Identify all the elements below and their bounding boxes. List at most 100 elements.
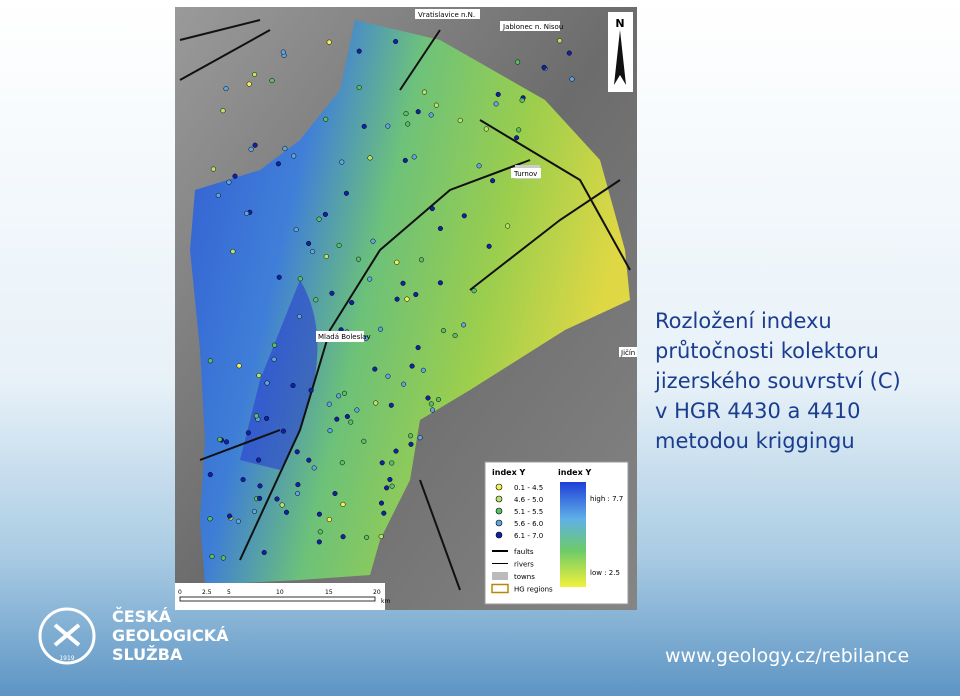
sample-point <box>476 163 482 169</box>
sample-point <box>264 415 270 421</box>
sample-point <box>274 496 280 502</box>
sample-point <box>493 101 499 107</box>
sample-point <box>339 159 345 165</box>
label-box <box>415 9 480 19</box>
place-label: Jablonec n. Nisou <box>502 23 563 31</box>
logo-hammers <box>53 623 81 647</box>
logo-line: SLUŽBA <box>112 645 183 664</box>
sample-point <box>457 117 463 123</box>
map: N Vratislavice n.N. Jablonec n. Nisou Tu… <box>175 7 637 610</box>
sample-point <box>334 416 340 422</box>
label-box <box>500 21 560 31</box>
sample-point <box>385 123 391 129</box>
sample-point <box>279 502 285 508</box>
sample-point <box>372 366 378 372</box>
place-label: Turnov <box>513 170 537 178</box>
legend-title: index Y <box>492 468 526 477</box>
legend-label: rivers <box>514 561 534 569</box>
sample-point <box>341 390 348 396</box>
sample-point <box>316 539 322 545</box>
sample-point <box>519 97 525 103</box>
sample-point <box>257 483 263 489</box>
sample-point <box>257 495 263 501</box>
sample-point <box>282 146 288 152</box>
sample-point <box>226 179 232 185</box>
sample-point <box>343 190 349 196</box>
sample-point <box>461 213 467 219</box>
sample-point <box>248 146 254 152</box>
legend-dot <box>495 483 503 491</box>
scale-label: 0 <box>178 589 182 596</box>
sample-point <box>264 380 270 386</box>
sample-point <box>332 490 338 497</box>
sample-point <box>408 441 414 447</box>
sample-point <box>275 161 281 167</box>
sample-point <box>316 511 322 517</box>
scale-label: 2.5 <box>202 589 212 596</box>
sample-point <box>385 373 391 379</box>
place-label: Vratislavice n.N. <box>418 11 475 19</box>
sample-point <box>356 84 362 91</box>
sample-point <box>373 400 379 406</box>
sample-point <box>566 50 572 56</box>
sample-point <box>401 381 407 387</box>
sample-point <box>569 76 575 82</box>
sample-point <box>415 345 421 351</box>
legend-swatch <box>491 583 509 594</box>
faults <box>179 19 631 591</box>
sample-point <box>437 280 443 286</box>
sample-point <box>407 433 414 439</box>
sample-point <box>433 102 439 108</box>
sample-point <box>207 472 213 478</box>
sample-point <box>339 460 345 466</box>
sample-point <box>452 332 458 339</box>
north-label: N <box>615 17 624 30</box>
sample-point <box>217 436 223 442</box>
sample-point <box>405 121 411 127</box>
sample-point <box>291 153 297 159</box>
legend-dot <box>495 495 503 503</box>
sample-point <box>261 549 267 556</box>
scale-label: 10 <box>276 589 284 596</box>
sample-point <box>215 192 221 198</box>
sample-point <box>514 135 520 141</box>
sample-point <box>428 112 434 118</box>
sample-point <box>370 238 376 244</box>
sample-point <box>378 500 385 506</box>
sample-point <box>296 313 302 320</box>
sample-point <box>271 356 277 362</box>
sample-point <box>471 288 477 294</box>
sample-point <box>244 210 250 216</box>
logo-ring <box>38 607 96 665</box>
sample-point <box>297 276 303 282</box>
sample-point <box>340 534 346 540</box>
title-line: v HGR 4430 a 4410 <box>655 399 861 423</box>
sample-point <box>515 59 521 65</box>
sample-point <box>377 326 384 332</box>
sample-point <box>486 243 492 249</box>
sample-point <box>413 291 419 298</box>
sample-point <box>227 513 233 519</box>
legend-label: 5.6 - 6.0 <box>514 520 543 528</box>
sample-point <box>308 387 314 393</box>
sample-point <box>389 483 395 489</box>
sample-point <box>388 402 394 408</box>
legend-label: faults <box>514 548 534 556</box>
sample-point <box>326 401 332 407</box>
legend-title: index Y <box>558 468 592 477</box>
sample-point <box>207 516 213 522</box>
sample-point <box>253 413 259 419</box>
north-arrow <box>614 30 626 85</box>
legend-label: HG regions <box>514 586 553 594</box>
title-line: průtočnosti kolektoru <box>655 339 879 363</box>
sample-point <box>294 449 300 455</box>
sample-point <box>420 367 426 373</box>
sample-point <box>252 71 258 78</box>
sample-point <box>483 126 489 132</box>
sample-points <box>207 38 575 561</box>
sample-point <box>381 510 387 516</box>
sample-point <box>404 296 410 302</box>
legend <box>484 461 629 605</box>
sample-point <box>251 508 257 514</box>
